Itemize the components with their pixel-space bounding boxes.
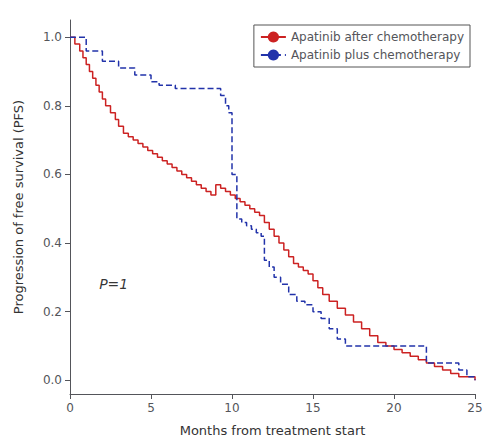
svg-text:5: 5	[147, 401, 155, 415]
svg-text:Progression of free survival (: Progression of free survival (PFS)	[11, 100, 26, 314]
svg-text:P=1: P=1	[99, 276, 128, 292]
svg-text:0.8: 0.8	[43, 99, 62, 113]
svg-text:Apatinib after chemotherapy: Apatinib after chemotherapy	[291, 30, 464, 44]
svg-text:0.6: 0.6	[43, 167, 62, 181]
svg-text:25: 25	[467, 401, 482, 415]
svg-text:15: 15	[305, 401, 320, 415]
svg-text:Months from treatment start: Months from treatment start	[180, 423, 366, 438]
svg-text:0.4: 0.4	[43, 236, 62, 250]
svg-text:0.0: 0.0	[43, 373, 62, 387]
svg-text:10: 10	[224, 401, 239, 415]
svg-text:0.2: 0.2	[43, 305, 62, 319]
svg-text:0: 0	[66, 401, 74, 415]
svg-text:20: 20	[386, 401, 401, 415]
svg-text:1.0: 1.0	[43, 30, 62, 44]
svg-text:Apatinib plus chemotherapy: Apatinib plus chemotherapy	[291, 48, 461, 62]
